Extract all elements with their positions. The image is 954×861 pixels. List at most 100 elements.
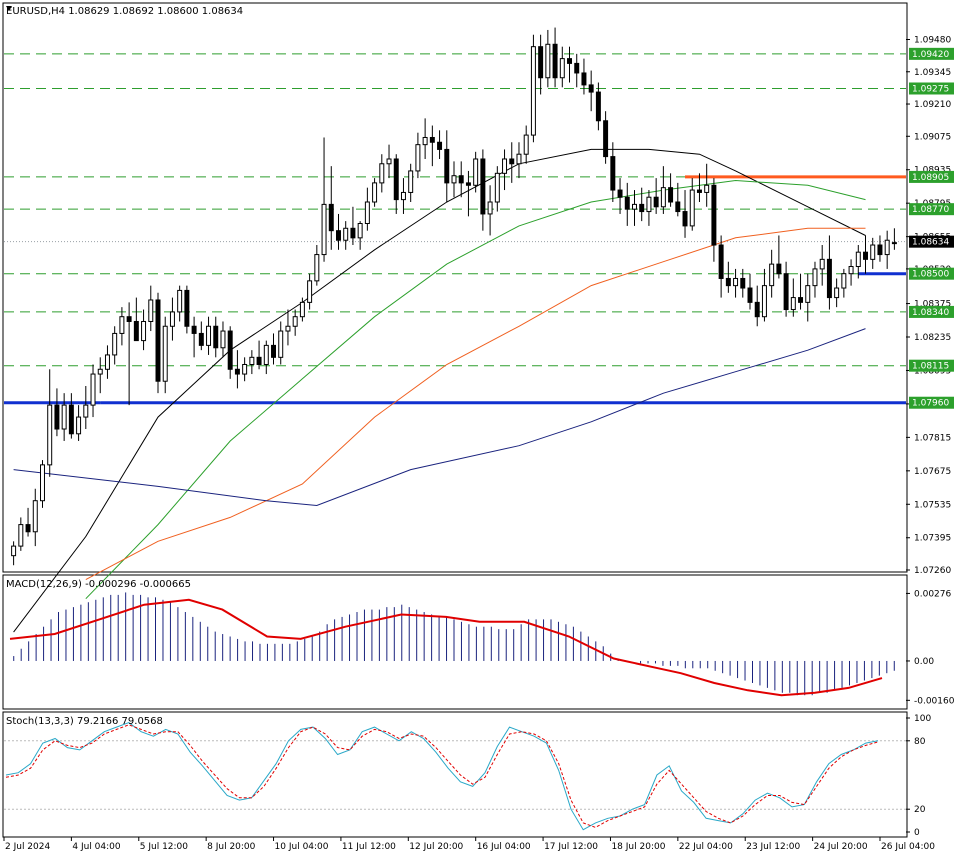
candle-body[interactable] bbox=[249, 356, 255, 365]
candle-body[interactable] bbox=[668, 187, 674, 203]
candle-body[interactable] bbox=[776, 263, 782, 275]
candle-body[interactable] bbox=[660, 187, 666, 208]
candle-body[interactable] bbox=[891, 242, 897, 245]
candle-body[interactable] bbox=[451, 175, 457, 184]
candle-body[interactable] bbox=[271, 344, 276, 358]
candle-body[interactable] bbox=[624, 196, 630, 210]
candle-body[interactable] bbox=[400, 191, 406, 201]
candle-body[interactable] bbox=[675, 201, 681, 213]
candle-body[interactable] bbox=[567, 58, 572, 64]
candle-body[interactable] bbox=[805, 285, 811, 303]
candle-body[interactable] bbox=[83, 404, 89, 418]
candle-body[interactable] bbox=[307, 280, 313, 303]
candle-body[interactable] bbox=[639, 203, 645, 213]
candle-body[interactable] bbox=[574, 62, 580, 74]
candle-body[interactable] bbox=[47, 404, 53, 466]
candle-body[interactable] bbox=[826, 258, 832, 299]
candle-body[interactable] bbox=[480, 158, 486, 215]
candle-body[interactable] bbox=[595, 91, 601, 122]
candle-body[interactable] bbox=[350, 227, 356, 239]
candle-body[interactable] bbox=[25, 524, 31, 533]
candle-body[interactable] bbox=[877, 244, 883, 256]
chart-menu-triangle-icon[interactable] bbox=[6, 6, 12, 11]
candle-body[interactable] bbox=[559, 58, 565, 79]
candle-body[interactable] bbox=[725, 277, 731, 287]
candle-body[interactable] bbox=[429, 136, 435, 143]
candle-body[interactable] bbox=[415, 144, 421, 172]
candle-body[interactable] bbox=[783, 273, 789, 311]
candle-body[interactable] bbox=[11, 545, 17, 557]
candle-body[interactable] bbox=[798, 297, 804, 303]
candle-body[interactable] bbox=[299, 301, 305, 318]
candle-body[interactable] bbox=[278, 330, 284, 358]
candles-layer[interactable] bbox=[11, 27, 897, 566]
candle-body[interactable] bbox=[733, 277, 739, 287]
candle-body[interactable] bbox=[408, 170, 414, 193]
candle-body[interactable] bbox=[812, 268, 818, 287]
candle-body[interactable] bbox=[256, 356, 262, 365]
candle-body[interactable] bbox=[422, 136, 428, 146]
candle-body[interactable] bbox=[18, 524, 24, 547]
candle-body[interactable] bbox=[632, 203, 637, 210]
candle-body[interactable] bbox=[379, 163, 385, 184]
candle-body[interactable] bbox=[169, 311, 175, 327]
candle-body[interactable] bbox=[263, 344, 269, 365]
candle-body[interactable] bbox=[155, 299, 161, 382]
candle-body[interactable] bbox=[711, 184, 717, 246]
candle-body[interactable] bbox=[97, 368, 103, 375]
candle-body[interactable] bbox=[740, 277, 746, 289]
candle-body[interactable] bbox=[141, 320, 147, 342]
candle-body[interactable] bbox=[148, 299, 154, 322]
candle-body[interactable] bbox=[581, 72, 587, 86]
candle-body[interactable] bbox=[682, 211, 688, 227]
candle-body[interactable] bbox=[234, 368, 240, 375]
candle-body[interactable] bbox=[653, 196, 659, 208]
candle-body[interactable] bbox=[458, 175, 464, 184]
candle-body[interactable] bbox=[603, 120, 609, 158]
candle-body[interactable] bbox=[790, 297, 796, 311]
candle-body[interactable] bbox=[552, 43, 558, 79]
candle-body[interactable] bbox=[162, 325, 168, 382]
candle-body[interactable] bbox=[104, 354, 110, 370]
candle-body[interactable] bbox=[689, 189, 695, 227]
candle-body[interactable] bbox=[126, 316, 132, 322]
candle-body[interactable] bbox=[437, 141, 443, 150]
candle-body[interactable] bbox=[617, 189, 623, 198]
candle-body[interactable] bbox=[487, 201, 493, 215]
candle-body[interactable] bbox=[119, 316, 125, 334]
candle-body[interactable] bbox=[841, 273, 847, 289]
candle-body[interactable] bbox=[588, 84, 594, 93]
candle-body[interactable] bbox=[191, 325, 197, 334]
candle-body[interactable] bbox=[863, 251, 868, 260]
candle-body[interactable] bbox=[718, 244, 724, 279]
candle-body[interactable] bbox=[90, 373, 96, 406]
candle-body[interactable] bbox=[704, 184, 710, 193]
candle-body[interactable] bbox=[292, 316, 298, 327]
candle-body[interactable] bbox=[393, 158, 399, 201]
candle-body[interactable] bbox=[220, 330, 226, 349]
candle-body[interactable] bbox=[357, 223, 363, 239]
candle-body[interactable] bbox=[610, 156, 616, 191]
candle-body[interactable] bbox=[494, 172, 500, 203]
candle-body[interactable] bbox=[747, 287, 753, 303]
candle-body[interactable] bbox=[314, 254, 320, 282]
candle-body[interactable] bbox=[133, 320, 139, 342]
candle-body[interactable] bbox=[364, 201, 370, 225]
candle-body[interactable] bbox=[819, 258, 825, 270]
candle-body[interactable] bbox=[68, 404, 74, 435]
candle-body[interactable] bbox=[177, 289, 183, 313]
candle-body[interactable] bbox=[696, 189, 702, 193]
candle-body[interactable] bbox=[285, 325, 291, 332]
candle-body[interactable] bbox=[834, 287, 840, 299]
candle-body[interactable] bbox=[336, 230, 341, 241]
candle-body[interactable] bbox=[545, 43, 551, 79]
candle-body[interactable] bbox=[213, 325, 219, 349]
candle-body[interactable] bbox=[444, 148, 450, 184]
candle-body[interactable] bbox=[328, 203, 334, 232]
candle-body[interactable] bbox=[386, 158, 392, 165]
candle-body[interactable] bbox=[473, 158, 479, 186]
candle-body[interactable] bbox=[32, 500, 38, 533]
candle-body[interactable] bbox=[848, 266, 854, 275]
